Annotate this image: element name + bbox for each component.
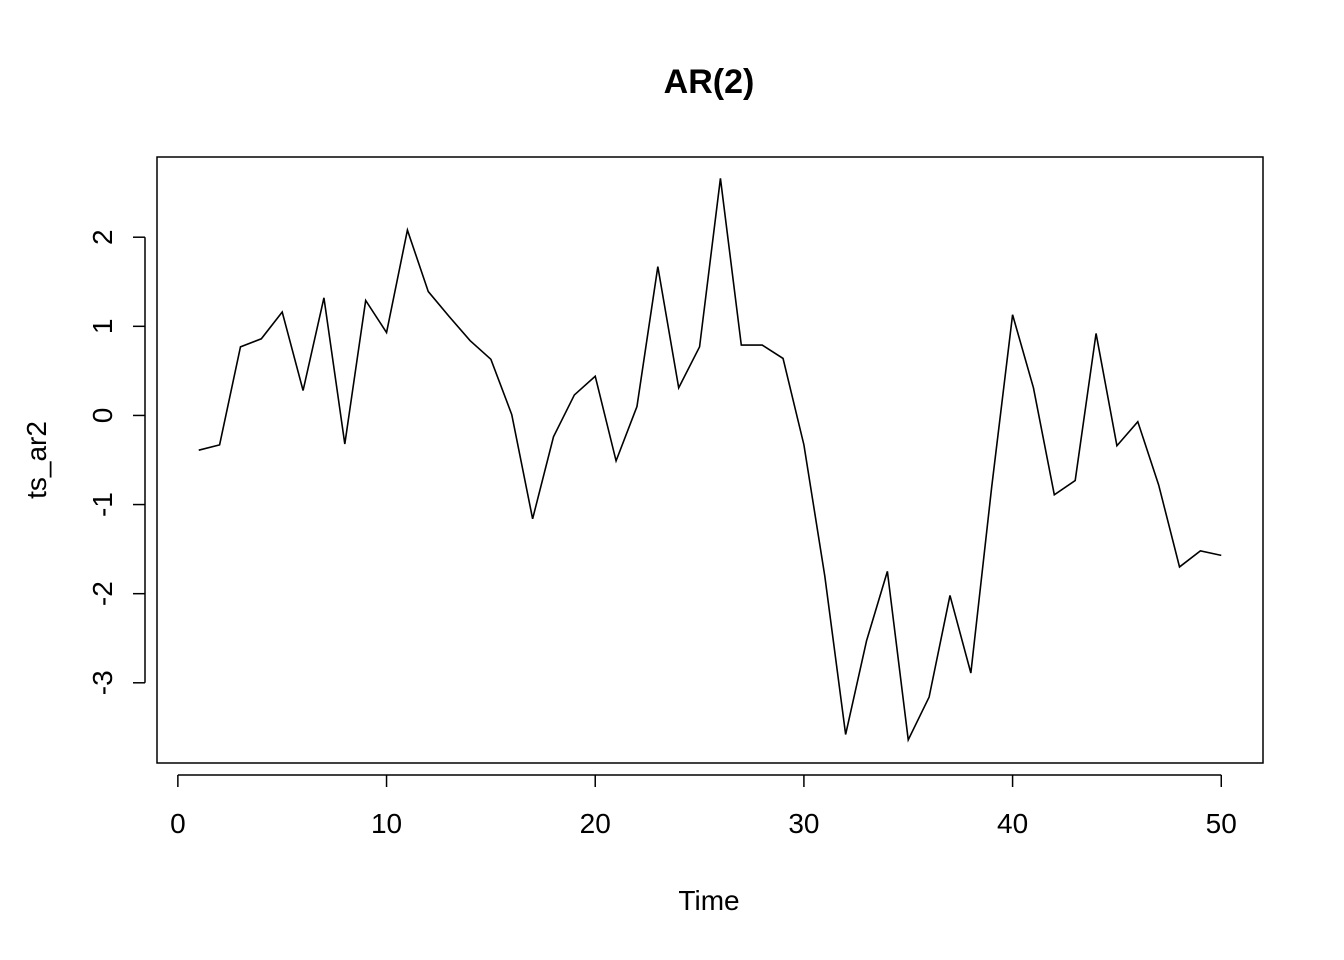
- x-tick-label: 20: [580, 808, 611, 839]
- plot-area-border: [156, 156, 1264, 764]
- chart-title: AR(2): [664, 63, 755, 101]
- y-tick-label: 0: [87, 408, 118, 424]
- x-tick-label: 30: [788, 808, 819, 839]
- y-tick-label: -3: [87, 670, 118, 695]
- x-tick-label: 50: [1206, 808, 1237, 839]
- series-line-0: [198, 178, 1222, 743]
- series-layer: [198, 178, 1222, 743]
- x-tick-label: 10: [371, 808, 402, 839]
- x-axis-label: Time: [678, 885, 739, 916]
- y-tick-label: 2: [87, 229, 118, 245]
- y-tick-label: -1: [87, 492, 118, 517]
- x-axis: 0 10 20 30 40 50: [170, 774, 1237, 839]
- x-tick-label: 40: [997, 808, 1028, 839]
- y-axis-label: ts_ar2: [21, 421, 52, 499]
- x-tick-label: 0: [170, 808, 186, 839]
- y-tick-label: -2: [87, 581, 118, 606]
- y-axis: -3 -2 -1 0 1 2: [87, 229, 146, 695]
- y-tick-label: 1: [87, 319, 118, 335]
